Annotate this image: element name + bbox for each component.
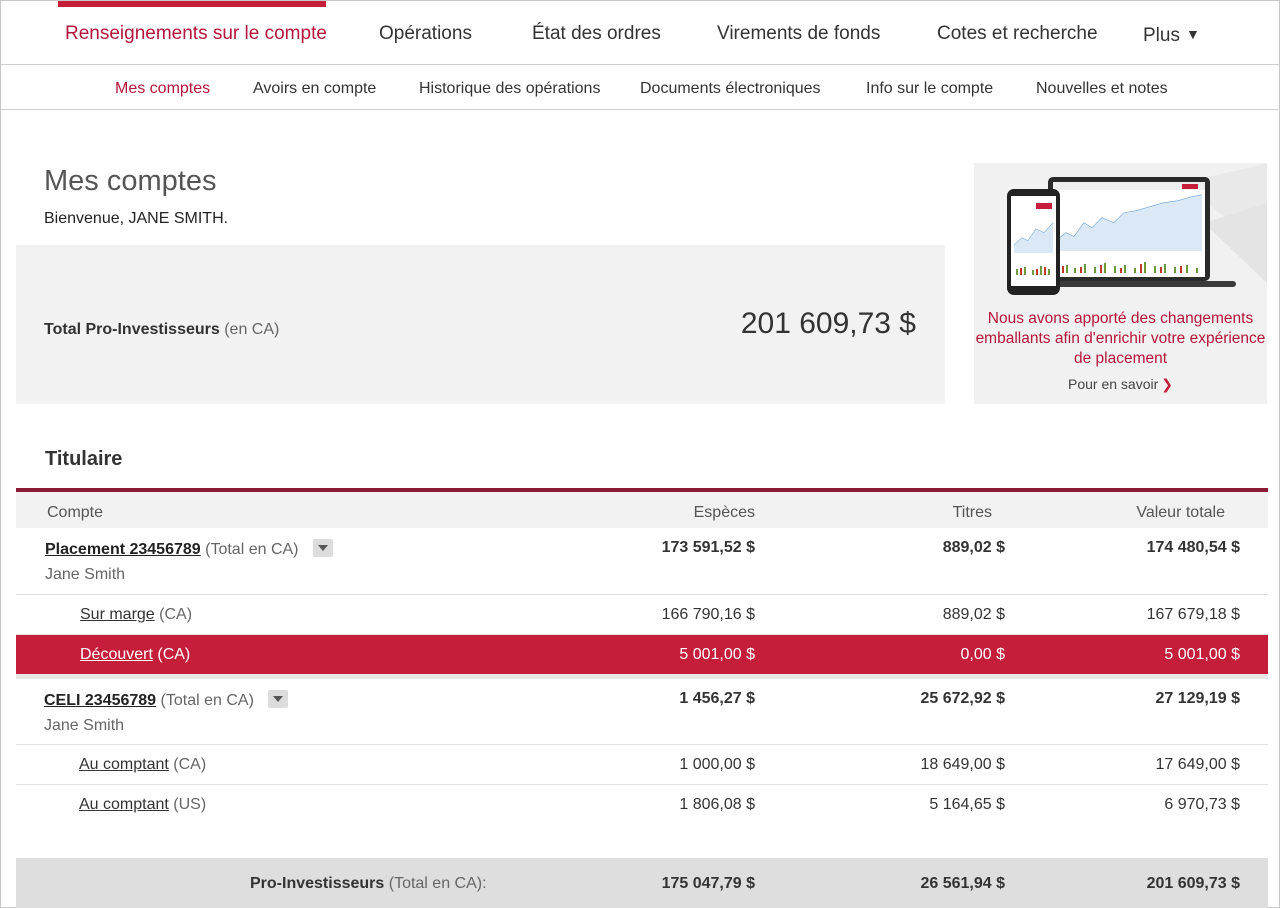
grand-total-value: 201 609,73 $: [1146, 875, 1240, 892]
account-link-celi[interactable]: CELI 23456789: [44, 692, 157, 709]
subaccount-cash: 166 790,16 $: [661, 606, 755, 623]
account-securities: 889,02 $: [942, 539, 1005, 556]
subaccount-title: Découvert (CA): [80, 646, 190, 664]
promo-banner[interactable]: Nous avons apporté des changements embal…: [974, 163, 1267, 404]
subaccount-link-margin[interactable]: Sur marge: [80, 606, 155, 623]
col-header-cash: Espèces: [693, 504, 755, 521]
subaccount-title: Au comptant (US): [79, 796, 206, 814]
top-navigation: Renseignements sur le compte Opérations …: [1, 1, 1280, 65]
table-header: Compte Espèces Titres Valeur totale: [16, 488, 1268, 528]
subnav-news-notes[interactable]: Nouvelles et notes: [1036, 80, 1168, 97]
grand-total-label-suffix: (Total en CA):: [388, 875, 487, 892]
subaccount-securities: 0,00 $: [960, 646, 1005, 663]
section-title-holder: Titulaire: [45, 448, 123, 470]
total-summary-box: Total Pro-Investisseurs (en CA) 201 609,…: [16, 245, 945, 404]
active-tab-indicator: [58, 1, 326, 7]
account-total: 174 480,54 $: [1146, 539, 1240, 556]
account-holder: Jane Smith: [44, 717, 125, 734]
subaccount-cash: 1 000,00 $: [679, 756, 755, 773]
subaccount-total: 6 970,73 $: [1164, 796, 1240, 813]
account-suffix: (Total en CA): [160, 692, 254, 709]
subnav-holdings[interactable]: Avoirs en compte: [253, 80, 377, 97]
caret-down-icon: ▼: [1185, 26, 1200, 42]
subaccount-securities: 889,02 $: [942, 606, 1005, 623]
promo-link-label: Pour en savoir: [1067, 376, 1159, 392]
subaccount-row: Au comptant (US) 1 806,08 $ 5 164,65 $ 6…: [16, 785, 1268, 825]
subaccount-title: Au comptant (CA): [79, 756, 206, 774]
nav-fund-transfers[interactable]: Virements de fonds: [717, 23, 881, 44]
subaccount-link-cash-ca[interactable]: Au comptant: [79, 756, 169, 773]
subaccount-total: 5 001,00 $: [1164, 646, 1240, 663]
grand-total-label: Pro-Investisseurs (Total en CA):: [250, 875, 487, 893]
account-cash: 1 456,27 $: [679, 690, 755, 707]
nav-account-info[interactable]: Renseignements sur le compte: [65, 23, 327, 44]
chevron-right-icon: ❯: [1161, 376, 1173, 392]
page-title: Mes comptes: [44, 165, 217, 197]
subaccount-securities: 5 164,65 $: [929, 796, 1005, 813]
expand-dropdown-icon[interactable]: [312, 539, 333, 557]
grand-total-securities: 26 561,94 $: [920, 875, 1005, 892]
account-title: Placement 23456789 (Total en CA): [45, 539, 333, 559]
account-cash: 173 591,52 $: [661, 539, 755, 556]
account-title: CELI 23456789 (Total en CA): [44, 690, 289, 710]
account-row-celi: CELI 23456789 (Total en CA) Jane Smith 1…: [16, 679, 1268, 745]
subnav-edocuments[interactable]: Documents électroniques: [640, 80, 821, 97]
grand-total-label-main: Pro-Investisseurs: [250, 875, 385, 892]
total-value: 201 609,73 $: [740, 307, 916, 340]
grand-total-row: Pro-Investisseurs (Total en CA): 175 047…: [16, 858, 1268, 908]
subaccount-title: Sur marge (CA): [80, 606, 192, 624]
subaccount-row-highlighted: Découvert (CA) 5 001,00 $ 0,00 $ 5 001,0…: [16, 635, 1268, 679]
nav-operations[interactable]: Opérations: [379, 23, 472, 44]
account-holder: Jane Smith: [45, 566, 126, 583]
nav-more[interactable]: Plus ▼: [1143, 1, 1200, 65]
devices-illustration: [974, 163, 1267, 308]
total-label: Total Pro-Investisseurs (en CA): [44, 321, 279, 339]
welcome-message: Bienvenue, JANE SMITH.: [44, 210, 229, 227]
subaccount-currency: (CA): [173, 756, 207, 773]
subaccount-securities: 18 649,00 $: [920, 756, 1005, 773]
subaccount-link-cash-us[interactable]: Au comptant: [79, 796, 169, 813]
nav-order-status[interactable]: État des ordres: [532, 23, 661, 44]
sub-navigation: Mes comptes Avoirs en compte Historique …: [1, 65, 1280, 110]
promo-learn-more-link[interactable]: Pour en savoir ❯: [974, 376, 1267, 393]
account-suffix: (Total en CA): [205, 541, 299, 558]
accounts-table: Compte Espèces Titres Valeur totale Plac…: [16, 488, 1268, 908]
subaccount-total: 17 649,00 $: [1155, 756, 1240, 773]
account-total: 27 129,19 $: [1155, 690, 1240, 707]
subaccount-row: Sur marge (CA) 166 790,16 $ 889,02 $ 167…: [16, 595, 1268, 635]
col-header-total-value: Valeur totale: [1136, 504, 1225, 521]
nav-more-label: Plus: [1143, 25, 1180, 46]
subaccount-link-overdraft[interactable]: Découvert: [80, 646, 153, 663]
total-label-main: Total Pro-Investisseurs: [44, 321, 220, 338]
account-securities: 25 672,92 $: [920, 690, 1005, 707]
subnav-history[interactable]: Historique des opérations: [419, 80, 601, 97]
subaccount-total: 167 679,18 $: [1146, 606, 1240, 623]
subnav-account-info[interactable]: Info sur le compte: [866, 80, 994, 97]
total-label-suffix: (en CA): [224, 321, 280, 338]
expand-dropdown-icon[interactable]: [268, 690, 289, 708]
subaccount-currency: (CA): [159, 606, 193, 623]
account-row-placement: Placement 23456789 (Total en CA) Jane Sm…: [16, 528, 1268, 595]
subaccount-cash: 1 806,08 $: [679, 796, 755, 813]
subnav-my-accounts[interactable]: Mes comptes: [115, 80, 211, 97]
nav-quotes-research[interactable]: Cotes et recherche: [937, 23, 1098, 44]
subaccount-row: Au comptant (CA) 1 000,00 $ 18 649,00 $ …: [16, 745, 1268, 785]
promo-text: Nous avons apporté des changements embal…: [975, 310, 1266, 367]
account-link-placement[interactable]: Placement 23456789: [45, 541, 201, 558]
col-header-securities: Titres: [952, 504, 992, 521]
subaccount-currency: (CA): [157, 646, 191, 663]
col-header-account: Compte: [47, 504, 104, 521]
subaccount-cash: 5 001,00 $: [679, 646, 755, 663]
subaccount-currency: (US): [173, 796, 207, 813]
grand-total-cash: 175 047,79 $: [661, 875, 755, 892]
